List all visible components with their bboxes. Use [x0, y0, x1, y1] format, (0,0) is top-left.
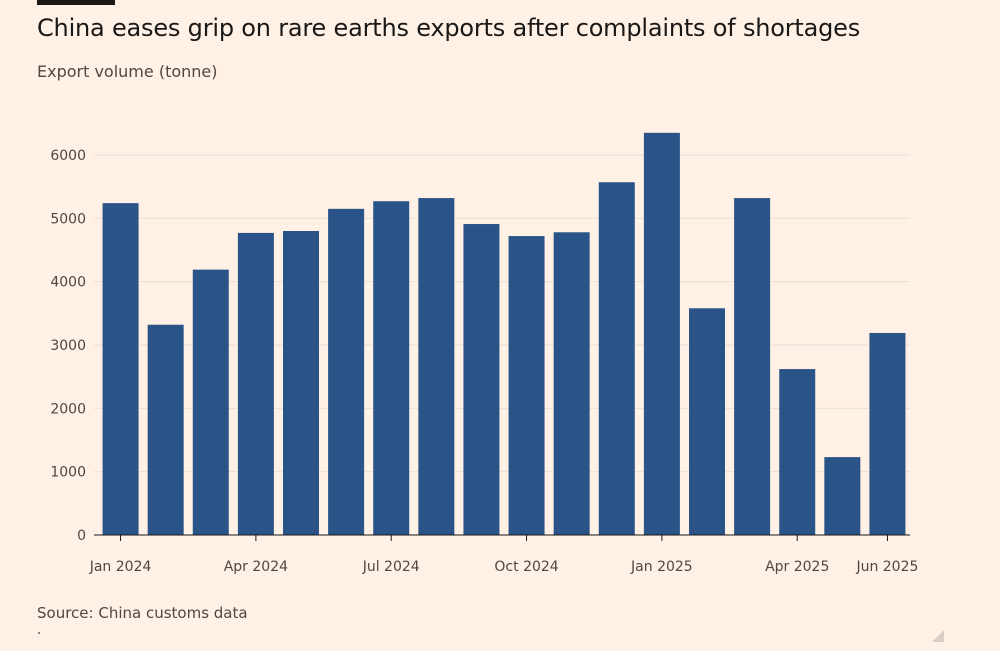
footer-dot [38, 632, 40, 634]
bars [94, 132, 910, 536]
bar-mar-2025 [734, 198, 771, 536]
y-tick-label: 0 [77, 528, 86, 544]
brand-bar [37, 0, 115, 5]
bar-jan-2025 [643, 132, 680, 536]
bar-may-2024 [283, 231, 319, 535]
bar-jan-2024 [102, 203, 139, 535]
y-tick-label: 1000 [50, 465, 86, 481]
bar-mar-2024 [192, 269, 229, 535]
bar-dec-2024 [598, 182, 635, 535]
x-tick-label: Jan 2024 [89, 559, 152, 575]
x-tick-label: Apr 2024 [224, 559, 288, 575]
source-note: Source: China customs data [37, 604, 248, 622]
x-tick-label: Jun 2025 [855, 559, 918, 575]
bar-feb-2024 [147, 324, 184, 535]
y-tick-label: 4000 [50, 275, 86, 291]
bar-jun-2025 [869, 332, 906, 535]
x-tick-label: Jul 2024 [362, 559, 420, 575]
bar-apr-2024 [237, 232, 274, 535]
x-tick-label: Apr 2025 [765, 559, 829, 575]
bar-nov-2024 [553, 232, 590, 535]
bar-sep-2024 [463, 224, 500, 535]
resize-corner-icon[interactable] [930, 628, 944, 642]
bar-oct-2024 [508, 236, 545, 536]
chart-title: China eases grip on rare earths exports … [37, 14, 861, 42]
y-tick-label: 2000 [50, 401, 86, 417]
bar-jun-2024 [328, 208, 365, 535]
y-axis-ticks: 0 1000 2000 3000 4000 5000 6000 [50, 148, 86, 544]
bar-apr-2025 [779, 369, 816, 535]
y-tick-label: 5000 [50, 211, 86, 227]
x-tick-label: Jan 2025 [630, 559, 693, 575]
chart-subtitle: Export volume (tonne) [37, 62, 218, 81]
bar-jul-2024 [373, 201, 410, 535]
x-axis-ticks: Jan 2024 Apr 2024 Jul 2024 Oct 2024 Jan 2025… [89, 535, 918, 575]
y-tick-label: 6000 [50, 148, 86, 164]
bar-aug-2024 [418, 198, 455, 536]
bar-feb-2025 [689, 308, 725, 535]
bar-chart: 0 1000 2000 3000 4000 5000 6000 Jan 2024 Apr 20… [50, 132, 918, 575]
x-tick-label: Oct 2024 [494, 559, 558, 575]
y-tick-label: 3000 [50, 338, 86, 354]
gridlines [94, 154, 910, 473]
bar-may-2025 [824, 457, 861, 535]
